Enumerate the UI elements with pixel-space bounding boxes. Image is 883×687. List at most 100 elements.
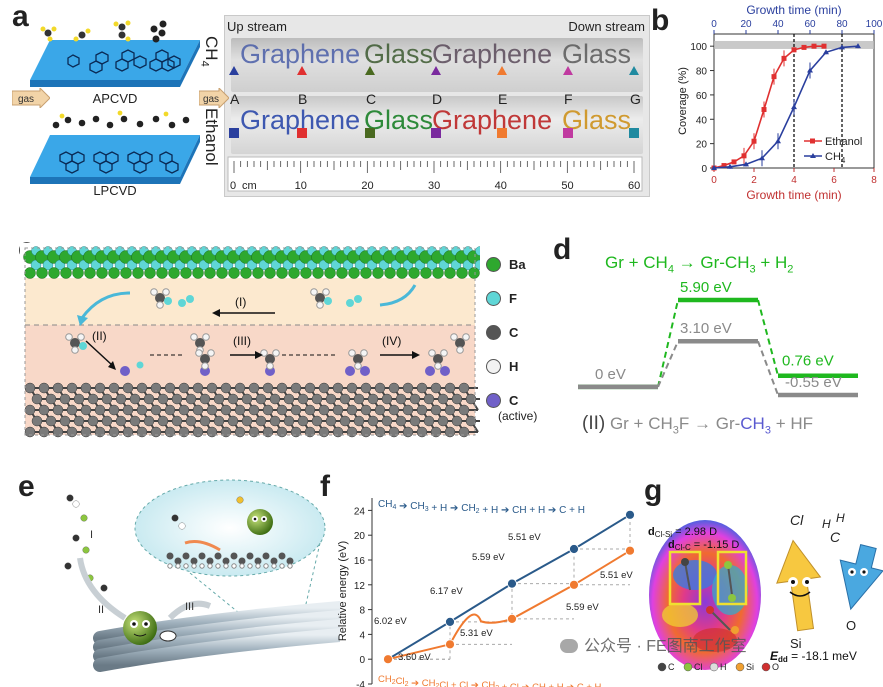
b-point-CH4-9 (855, 43, 861, 49)
f-point-CH4-3 (569, 544, 579, 554)
f-bottom-sequence: CH2Cl2 ➔ CH2Cl + Cl ➔ CH2 + Cl ➔ CH + H … (378, 674, 602, 687)
f-point-CH4-4 (625, 509, 635, 520)
b-point-CH4-2 (743, 161, 749, 167)
b-xlabel-top: Growth time (min) (746, 3, 841, 17)
strip2-glass-b: Glass (562, 105, 631, 135)
b-ytick-80: 80 (696, 67, 708, 78)
d-label-590: 5.90 eV (680, 279, 732, 296)
ch4-label: CH4 (198, 36, 221, 67)
b-point-CH4-1 (727, 163, 733, 169)
panel-a-cvd-diagram: APCVD LPCVD (30, 20, 200, 195)
triangle-marker-F (563, 66, 573, 75)
svg-text:dCl-Si = 2.98 D: dCl-Si = 2.98 D (648, 526, 717, 539)
apcvd-label: APCVD (93, 91, 138, 106)
f-annotation-0: 6.02 eV (374, 616, 407, 627)
d-label-055: -0.55 eV (785, 374, 842, 391)
f-annotation-2: 5.59 eV (472, 552, 505, 563)
panel-label-e: e (18, 470, 35, 503)
e-step-2: II (98, 604, 104, 616)
tube-overlay: Graphene Glass Graphene Glass Graphene G… (227, 39, 643, 192)
panel-d-energy-profile: 0 eV 5.90 eV 3.10 eV 0.76 eV -0.55 eV (578, 279, 858, 398)
c-legend-item-0: Ba (486, 257, 526, 272)
b-point-Ethanol-3 (741, 153, 747, 159)
b-point-Ethanol-7 (781, 55, 787, 61)
svg-text:Edd = -18.1 meV: Edd = -18.1 meV (770, 649, 857, 664)
ruler-tick-10: 10 (295, 180, 307, 192)
point-label-C: C (366, 91, 376, 107)
point-label-G: G (630, 91, 641, 107)
f-point-CH2Cl2-4 (625, 545, 635, 556)
lpcvd-label: LPCVD (93, 183, 136, 195)
b-point-Ethanol-5 (761, 107, 767, 113)
svg-text:H: H (836, 511, 845, 525)
f-annotation-4: 3.60 eV (398, 652, 431, 663)
svg-text:0: 0 (230, 180, 236, 192)
f-ytick-20: 20 (354, 531, 366, 542)
c-step-2: (III) (233, 334, 251, 348)
up-stream-label: Up stream (227, 19, 287, 34)
c-legend-active-note: (active) (498, 409, 538, 423)
point-label-D: D (432, 91, 442, 107)
point-label-A: A (230, 91, 240, 107)
strip1-graphene-a: Graphene (240, 39, 360, 69)
strip1-glass-a: Glass (364, 39, 433, 69)
b-point-Ethanol-6 (771, 74, 777, 80)
point-label-E: E (498, 91, 507, 107)
b-ylabel: Coverage (%) (677, 67, 689, 135)
panel-label-a: a (12, 0, 29, 33)
f-ytick-24: 24 (354, 506, 366, 517)
svg-text:dCl-C = -1.15 D: dCl-C = -1.15 D (668, 539, 739, 552)
b-point-CH4-6 (807, 67, 813, 73)
f-top-sequence: CH4 ➔ CH3 + H ➔ CH2 + H ➔ CH + H ➔ C + H (378, 499, 585, 516)
ethanol-label: Ethanol (202, 108, 221, 166)
b-xtick-top-0: 0 (711, 19, 717, 30)
panel-label-d: d (553, 233, 572, 266)
f-ytick-16: 16 (354, 556, 366, 567)
f-point-CH4-2 (507, 578, 517, 589)
panel-c-mechanism: (I) (II) (III) (IV) (20, 243, 480, 443)
b-point-Ethanol-2 (731, 159, 737, 165)
square-marker-A (229, 128, 239, 138)
c-step-1: (II) (92, 329, 107, 343)
b-xtick-top-60: 60 (804, 19, 816, 30)
c-step-3: (IV) (382, 334, 401, 348)
b-ytick-60: 60 (696, 91, 708, 102)
b-xtick-8: 8 (871, 175, 877, 186)
f-point-CH2Cl2-0 (383, 654, 393, 665)
b-point-Ethanol-9 (801, 44, 807, 50)
c-legend-item-2: C (486, 325, 518, 340)
triangle-marker-D (431, 66, 441, 75)
b-legend-ch4: CH4 (825, 151, 846, 165)
b-point-CH4-7 (823, 49, 829, 55)
b-xtick-0: 0 (711, 175, 717, 186)
g-legend-label-C: C (668, 662, 675, 672)
f-annotation-5: 5.31 eV (460, 628, 493, 639)
b-point-Ethanol-1 (721, 163, 727, 169)
svg-text:cm: cm (242, 180, 257, 192)
b-point-CH4-4 (775, 138, 781, 144)
eq-grey: (II) Gr + CH3F → Gr-CH3 + HF (582, 413, 814, 437)
g-legend-label-O: O (772, 662, 779, 672)
svg-text:gas: gas (18, 94, 34, 105)
svg-text:C: C (830, 529, 841, 545)
g-legend-dot-H (709, 662, 719, 672)
ruler-tick-40: 40 (495, 180, 507, 192)
e-step-3: III (185, 601, 194, 613)
panel-label-g: g (644, 474, 663, 507)
f-ylabel: Relative energy (eV) (337, 541, 349, 641)
f-annotation-7: 5.51 eV (600, 570, 633, 581)
f-annotation-6: 5.59 eV (566, 602, 599, 613)
c-legend-item-3: H (486, 359, 518, 374)
square-marker-C (365, 128, 375, 138)
watermark: 公众号 · FE图南工作室 (560, 632, 747, 656)
f-annotation-3: 5.51 eV (508, 532, 541, 543)
b-xtick-2: 2 (751, 175, 757, 186)
g-legend-dot-O (761, 662, 771, 672)
b-ytick-20: 20 (696, 140, 708, 151)
f-point-CH4-1 (445, 616, 455, 627)
c-legend-item-4: C (486, 393, 518, 408)
f-ytick-0: 0 (359, 655, 365, 666)
strip2-glass-a: Glass (364, 105, 433, 135)
b-ytick-0: 0 (701, 164, 707, 175)
panel-e-fiber-growth: I II III (64, 479, 340, 672)
